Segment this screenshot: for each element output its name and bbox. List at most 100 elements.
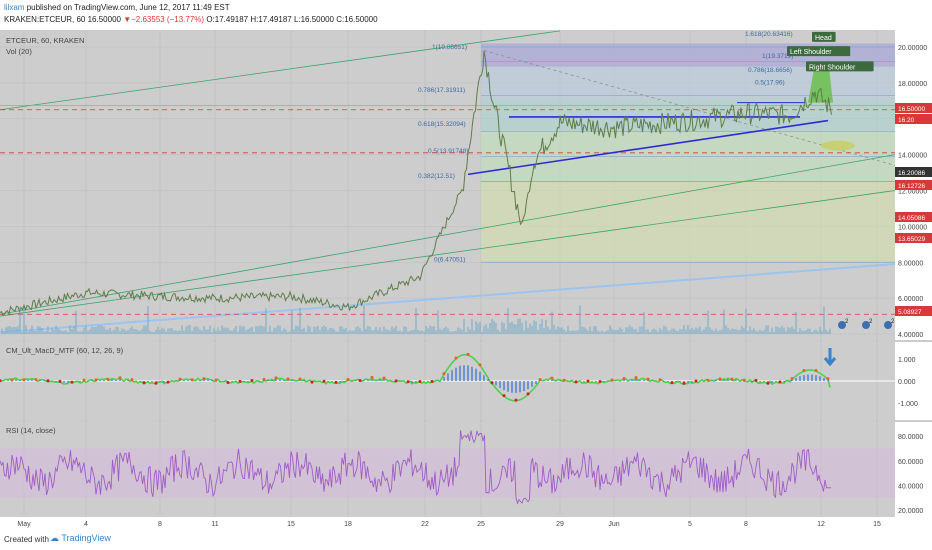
macd-signal-dot: [0, 379, 2, 383]
chart-title: ETCEUR, 60, KRAKEN: [6, 36, 84, 45]
macd-signal-dot: [442, 372, 446, 376]
price-label: 16.12726: [898, 183, 925, 190]
symbol-text: KRAKEN:ETCEUR, 60: [4, 15, 86, 24]
macd-signal-dot: [190, 378, 194, 382]
macd-tick-label: 1.000: [898, 357, 916, 364]
footer: Created with ☁ TradingView: [0, 530, 932, 550]
x-tick-label: May: [17, 521, 31, 528]
tradingview-brand: TradingView: [61, 533, 111, 543]
macd-signal-dot: [622, 377, 626, 381]
macd-signal-dot: [646, 377, 650, 381]
x-tick-label: Jun: [608, 521, 619, 528]
channel-line: [0, 190, 896, 317]
macd-signal-dot: [322, 379, 326, 383]
macd-signal-dot: [526, 392, 530, 396]
y-tick-label: 12.00000: [898, 189, 927, 196]
macd-signal-dot: [358, 378, 362, 382]
channel-line: [0, 154, 896, 315]
macd-signal-dot: [682, 381, 686, 385]
price-label-box: [895, 306, 932, 316]
macd-signal-dot: [310, 380, 314, 384]
event-count: 2: [869, 319, 873, 325]
price-label-box: [895, 233, 932, 243]
macd-signal-dot: [658, 378, 662, 382]
macd-signal-dot: [502, 394, 506, 398]
created-with-text: Created with: [4, 535, 49, 544]
macd-signal-dot: [58, 379, 62, 383]
price-label: 16.20: [898, 117, 915, 124]
price-label-box: [895, 212, 932, 222]
annotation-label: Right Shoulder: [809, 64, 856, 71]
x-tick-label: 12: [817, 521, 825, 528]
macd-signal-dot: [706, 378, 710, 382]
macd-signal-dot: [178, 377, 182, 381]
price-label-box: [895, 180, 932, 190]
price-label: 16.50000: [898, 106, 925, 113]
macd-signal-dot: [430, 379, 434, 383]
event-count: 2: [891, 319, 895, 325]
x-tick-label: 15: [873, 521, 881, 528]
event-icon: [884, 321, 892, 330]
macd-signal-dot: [478, 363, 482, 367]
macd-signal-dot: [22, 378, 26, 382]
author-link[interactable]: lilxam: [4, 3, 25, 12]
fib-zone-382: [481, 181, 895, 263]
rsi-tick-label: 80.0000: [898, 434, 923, 441]
volume-label: Vol (20): [6, 47, 32, 56]
arrow-down-icon: [823, 348, 837, 367]
macd-signal-dot: [202, 377, 206, 381]
tradingview-logo[interactable]: ☁ TradingView: [50, 533, 111, 543]
macd-signal-dot: [730, 377, 734, 381]
y-tick-label: 6.00000: [898, 296, 923, 303]
macd-signal-dot: [562, 378, 566, 382]
fib-zone-618: [481, 99, 895, 132]
macd-signal-dot: [346, 378, 350, 382]
macd-signal-dot: [238, 379, 242, 383]
macd-signal-dot: [826, 377, 830, 381]
macd-signal-dot: [298, 377, 302, 381]
fib-label: 1.618(20.63416): [745, 31, 793, 38]
macd-signal-dot: [274, 376, 278, 380]
x-tick-label: 11: [211, 521, 218, 528]
x-tick-label: 4: [84, 521, 88, 528]
y-tick-label: 20.00000: [898, 45, 927, 52]
rsi-tick-label: 60.0000: [898, 459, 923, 466]
macd-signal-dot: [94, 378, 98, 382]
macd-signal-dot: [70, 380, 74, 384]
macd-histogram: [0, 365, 829, 393]
support-line: [0, 263, 896, 334]
event-icon: [838, 321, 846, 330]
macd-signal-dot: [286, 377, 290, 381]
x-tick-label: 25: [477, 521, 485, 528]
macd-signal-dot: [118, 376, 122, 380]
annotation-box: [806, 61, 874, 72]
price-label: 13.65029: [898, 236, 925, 243]
y-tick-label: 8.00000: [898, 260, 923, 267]
macd-signal-dot: [454, 356, 458, 360]
price-label-box: [895, 103, 932, 113]
macd-signal-dot: [10, 378, 14, 382]
macd-signal-dot: [406, 380, 410, 384]
chart-area[interactable]: May 4 8 11 15 18 22 25 29 Jun 5 8 12 154.000006.00000…: [0, 30, 932, 530]
macd-signal-dot: [382, 376, 386, 380]
target-ellipse: [821, 140, 855, 151]
macd-signal-dot: [490, 381, 494, 385]
fib-label: 1(19.3719): [762, 53, 793, 60]
macd-signal-dot: [538, 377, 542, 381]
macd-signal-dot: [166, 380, 170, 384]
annotation-label: Left Shoulder: [790, 49, 832, 56]
macd-signal-dot: [262, 377, 266, 381]
macd-signal-dot: [226, 381, 230, 385]
macd-signal-dot: [130, 378, 134, 382]
y-tick-label: 14.00000: [898, 153, 927, 160]
macd-signal-dot: [466, 352, 470, 356]
macd-signal-dot: [34, 378, 38, 382]
price-series: [0, 50, 832, 317]
macd-line: [0, 353, 831, 402]
macd-signal-dot: [106, 377, 110, 381]
macd-signal-dot: [82, 378, 86, 382]
chart-header: lilxam published on TradingView.com, Jun…: [0, 0, 932, 30]
macd-signal-dot: [370, 375, 374, 379]
annotation-label: Head: [815, 35, 832, 42]
x-tick-label: 5: [688, 521, 692, 528]
